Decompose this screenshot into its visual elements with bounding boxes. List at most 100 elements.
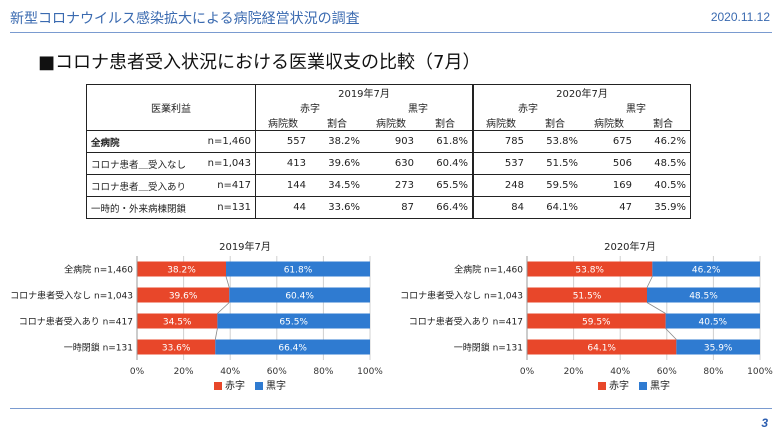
series-connector	[665, 328, 677, 340]
table-cell: 64.1%	[528, 196, 582, 219]
data-label: 40.5%	[699, 318, 728, 328]
table-cell: 44	[255, 196, 310, 219]
data-label: 66.4%	[278, 344, 307, 354]
bar-deficit	[527, 339, 677, 355]
bar-surplus	[646, 287, 760, 303]
comparison-table: 医業利益 2019年7月 2020年7月 赤字 黒字 赤字 黒字 病院数 割合 …	[86, 84, 691, 219]
col-count: 病院数	[594, 119, 624, 130]
table-cell: 413	[255, 152, 310, 175]
data-label: 39.6%	[169, 292, 198, 302]
table-cell: 61.8%	[418, 130, 473, 153]
table-cell: 38.2%	[310, 130, 364, 153]
table-row: 一時的・外来病棟閉鎖 n=131 44 33.6% 87 66.4% 84 64.1% 47 35…	[86, 196, 691, 219]
legend-swatch-surplus	[639, 382, 647, 390]
category-label: コロナ患者受入なし n=1,043	[400, 290, 523, 302]
table-cell: 506	[582, 152, 636, 175]
group-surplus-2019: 黒字	[408, 104, 428, 115]
bar-deficit	[137, 339, 216, 355]
table-cell: 273	[364, 174, 418, 197]
x-tick-label: 100%	[357, 367, 383, 377]
group-surplus-2020: 黒字	[626, 104, 646, 115]
legend-swatch-deficit	[598, 382, 606, 390]
row-label: コロナ患者＿受入あり	[86, 174, 200, 197]
period-header-2020: 2020年7月	[472, 84, 691, 100]
table-cell: 33.6%	[310, 196, 364, 219]
chart-2019: 0% 20% 40% 60% 80% 100% 全病院 n=1,460 38.2% 61.8% コ…	[10, 256, 383, 377]
bar-deficit	[527, 313, 666, 329]
legend-swatch-deficit	[214, 382, 222, 390]
bar-surplus	[652, 261, 760, 277]
row-n: n=131	[199, 196, 256, 219]
row-n: n=1,460	[199, 130, 256, 153]
col-count: 病院数	[255, 115, 310, 131]
table-row: コロナ患者＿受入なし n=1,043 413 39.6% 630 60.4% 537 51.5…	[86, 152, 691, 175]
table-cell: 144	[255, 174, 310, 197]
chart-2019-legend: 赤字 黒字	[214, 377, 286, 392]
header-divider	[10, 32, 772, 33]
bar-surplus	[665, 313, 760, 329]
table-cell: 65.5%	[418, 174, 473, 197]
data-label: 64.1%	[587, 344, 616, 354]
data-label: 60.4%	[285, 292, 314, 302]
table-cell: 557	[255, 130, 310, 153]
category-label: 一時閉鎖 n=131	[64, 342, 133, 354]
chart-2020: 0% 20% 40% 60% 80% 100% 全病院 n=1,460 53.8% 46.2% コ…	[400, 256, 773, 377]
col-ratio: 割合	[435, 119, 455, 130]
table-row: コロナ患者＿受入あり n=417 144 34.5% 273 65.5% 248 59.5% 1…	[86, 174, 691, 197]
table-cell: 59.5%	[528, 174, 582, 197]
x-tick-label: 20%	[174, 367, 194, 377]
x-tick-label: 0%	[520, 367, 535, 377]
legend-surplus: 黒字	[650, 381, 670, 392]
legend-deficit: 赤字	[225, 381, 245, 392]
data-label: 34.5%	[163, 318, 192, 328]
table-cell: 903	[364, 130, 418, 153]
col-ratio: 割合	[653, 119, 673, 130]
chart-2020-title: 2020年7月	[604, 242, 656, 253]
bar-deficit	[137, 313, 218, 329]
category-label: コロナ患者受入あり n=417	[409, 316, 523, 328]
corner-label: 医業利益	[151, 104, 191, 115]
category-label: コロナ患者受入なし n=1,043	[10, 290, 133, 302]
x-tick-label: 100%	[747, 367, 773, 377]
data-label: 53.8%	[575, 266, 604, 276]
series-connector	[217, 302, 230, 314]
table-cell: 40.5%	[636, 174, 691, 197]
slide-title: ■コロナ患者受入状況における医業収支の比較（7月）	[38, 52, 481, 73]
table-cell: 66.4%	[418, 196, 473, 219]
period-header-2019: 2019年7月	[255, 84, 473, 100]
col-ratio: 割合	[545, 119, 565, 130]
report-title: 新型コロナウイルス感染拡大による病院経営状況の調査	[10, 11, 360, 27]
bar-surplus	[215, 339, 370, 355]
table-cell: 51.5%	[528, 152, 582, 175]
page-number: 3	[761, 416, 768, 430]
x-tick-label: 80%	[313, 367, 333, 377]
table-cell: 785	[472, 130, 528, 153]
series-connector	[646, 302, 666, 314]
table-cell: 34.5%	[310, 174, 364, 197]
data-label: 59.5%	[582, 318, 611, 328]
x-tick-label: 0%	[130, 367, 145, 377]
data-label: 46.2%	[692, 266, 721, 276]
category-label: 全病院 n=1,460	[454, 264, 523, 276]
row-label: コロナ患者＿受入なし	[86, 152, 200, 175]
row-n: n=1,043	[199, 152, 256, 175]
row-n: n=417	[199, 174, 256, 197]
legend-swatch-surplus	[255, 382, 263, 390]
data-label: 38.2%	[167, 266, 196, 276]
legend-surplus: 黒字	[266, 381, 286, 392]
group-deficit-2019: 赤字	[255, 100, 364, 115]
chart-2019-title: 2019年7月	[219, 242, 271, 253]
bar-surplus	[676, 339, 760, 355]
col-count: 病院数	[376, 119, 406, 130]
footer-divider	[10, 408, 772, 409]
table-cell: 46.2%	[636, 130, 691, 153]
bar-deficit	[137, 287, 230, 303]
series-connector	[214, 328, 218, 340]
chart-2020-legend: 赤字 黒字	[598, 377, 670, 392]
category-label: コロナ患者受入あり n=417	[19, 316, 133, 328]
x-tick-label: 80%	[703, 367, 723, 377]
table-cell: 169	[582, 174, 636, 197]
data-label: 33.6%	[162, 344, 191, 354]
table-cell: 48.5%	[636, 152, 691, 175]
table-cell: 675	[582, 130, 636, 153]
